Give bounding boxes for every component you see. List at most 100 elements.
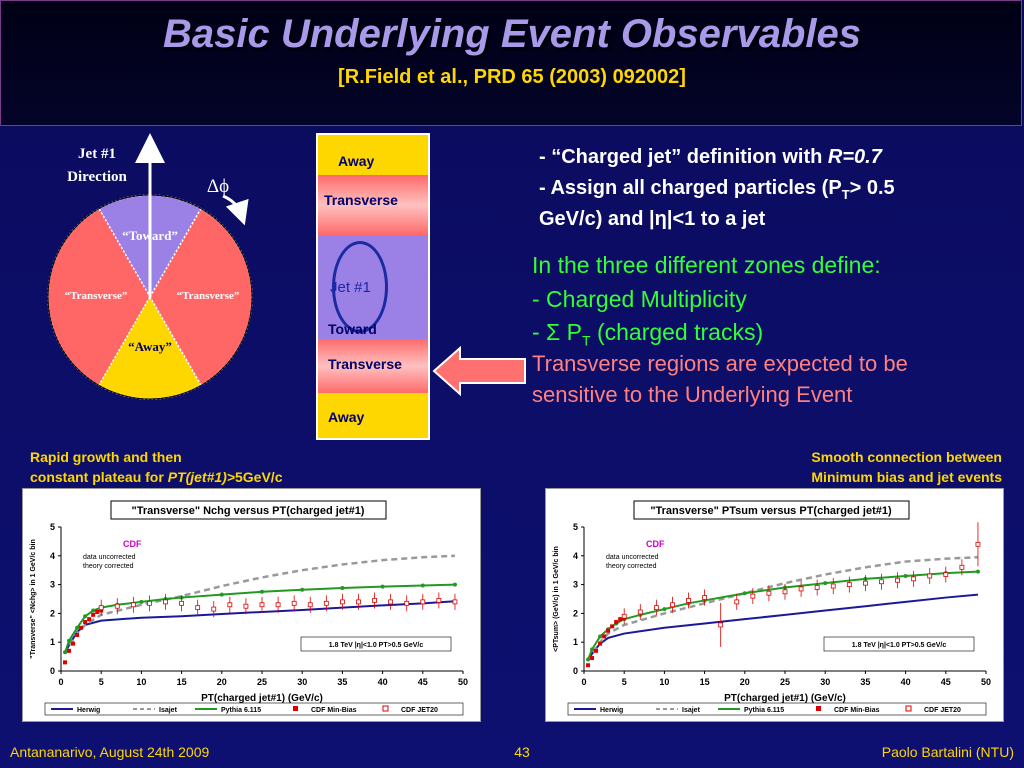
x-tick-label: 50 bbox=[458, 677, 468, 687]
jet20-point bbox=[179, 600, 185, 606]
jet20-point bbox=[307, 602, 313, 608]
legend-swatch bbox=[816, 706, 821, 711]
jet20-point bbox=[766, 590, 772, 596]
plot-ptsum-panel: "Transverse" PTsum versus PT(charged jet… bbox=[545, 488, 1004, 722]
minbias-point bbox=[590, 656, 595, 661]
x-tick-label: 50 bbox=[981, 677, 991, 687]
x-tick-label: 35 bbox=[860, 677, 870, 687]
caption-right-2: Minimum bias and jet events bbox=[811, 469, 1002, 485]
pythia-point bbox=[420, 583, 425, 588]
jet20-point bbox=[814, 585, 820, 590]
jet20-point bbox=[782, 589, 788, 595]
minbias-point bbox=[75, 633, 80, 637]
caption-left-2a: constant plateau for bbox=[30, 469, 168, 485]
jet20-point bbox=[339, 599, 345, 605]
zone-toward-label: Toward bbox=[328, 321, 377, 337]
jet20-point bbox=[975, 541, 981, 547]
jet20-point bbox=[830, 583, 836, 589]
zone-transverse-top-label: Transverse bbox=[324, 192, 398, 208]
pythia-point bbox=[300, 587, 305, 592]
y-tick-label: 4 bbox=[50, 551, 55, 561]
y-tick-label: 2 bbox=[50, 608, 55, 618]
pythia-point bbox=[742, 591, 747, 596]
jet20-point bbox=[98, 605, 104, 611]
jet20-point bbox=[388, 599, 394, 605]
jet20-point bbox=[621, 613, 627, 619]
y-tick-label: 3 bbox=[573, 580, 578, 590]
zone-away-bottom-label: Away bbox=[328, 409, 365, 425]
x-tick-label: 5 bbox=[99, 677, 104, 687]
bullet-1-text: - “Charged jet” definition with bbox=[539, 146, 828, 168]
chart-title-box bbox=[633, 500, 910, 520]
x-tick-label: 20 bbox=[740, 677, 750, 687]
y-tick-label: 0 bbox=[50, 666, 55, 676]
minbias-point bbox=[606, 628, 611, 633]
annotation-box bbox=[300, 636, 452, 652]
zone-away-bottom: Away bbox=[318, 393, 428, 438]
legend-swatch bbox=[293, 706, 298, 711]
away-label: “Away” bbox=[128, 339, 172, 354]
pythia-point bbox=[340, 586, 345, 591]
minbias-point bbox=[87, 617, 92, 622]
slide-subtitle: [R.Field et al., PRD 65 (2003) 092002] bbox=[338, 66, 686, 88]
jet20-point bbox=[114, 603, 120, 609]
zone-transverse-bottom: Transverse bbox=[318, 339, 428, 393]
x-tick-label: 20 bbox=[217, 677, 227, 687]
minbias-point bbox=[614, 620, 619, 625]
bullet-assign: - Assign all charged particles (PT> 0.5 bbox=[539, 173, 1019, 210]
y-tick-label: 2 bbox=[573, 608, 578, 618]
series-line-herwig bbox=[64, 600, 456, 655]
transverse-right-label: “Transverse” bbox=[177, 290, 240, 302]
caption-right-1: Smooth connection between bbox=[811, 449, 1002, 465]
jet20-point bbox=[356, 599, 361, 605]
legend-label: Isajet bbox=[682, 707, 701, 714]
x-tick-label: 0 bbox=[581, 677, 586, 687]
bullet-2-sub: T bbox=[841, 187, 850, 202]
annotation-uncorrected: data uncorrected bbox=[606, 554, 659, 561]
x-tick-label: 45 bbox=[418, 677, 428, 687]
x-tick-label: 30 bbox=[297, 677, 307, 687]
jet20-point bbox=[211, 606, 217, 612]
chart-nchg: "Transverse" Nchg versus PT(charged jet#… bbox=[30, 500, 468, 716]
bullet-assign-line2: GeV/c) and |η|<1 to a jet bbox=[539, 208, 766, 230]
jet20-point bbox=[943, 572, 949, 577]
jet20-point bbox=[275, 602, 281, 608]
pythia-point bbox=[91, 608, 96, 613]
chart-ptsum: "Transverse" PTsum versus PT(charged jet… bbox=[553, 500, 991, 716]
transverse-left-label: “Transverse” bbox=[65, 290, 128, 302]
x-tick-label: 45 bbox=[941, 677, 951, 687]
minbias-point bbox=[598, 641, 603, 646]
annotation-cdf: CDF bbox=[646, 539, 665, 549]
jet20-point bbox=[227, 602, 233, 608]
annotation-cuts: 1.8 TeV |η|<1.0 PT>0.5 GeV/c bbox=[852, 642, 947, 649]
x-tick-label: 10 bbox=[659, 677, 669, 687]
jet20-point bbox=[879, 579, 884, 585]
minbias-point bbox=[618, 617, 623, 622]
dphi-arrow bbox=[222, 194, 249, 226]
legend-label: Pythia 6.115 bbox=[744, 707, 784, 714]
pythia-point bbox=[598, 634, 603, 639]
minbias-point bbox=[594, 648, 599, 653]
caption-left-2: constant plateau for PT(jet#1)>5GeV/c bbox=[30, 467, 282, 487]
legend-swatch bbox=[382, 705, 389, 712]
jet20-point bbox=[291, 600, 297, 606]
caption-left-1: Rapid growth and then bbox=[30, 449, 182, 465]
pythia-point bbox=[823, 581, 828, 586]
x-tick-label: 15 bbox=[177, 677, 187, 687]
jet20-point bbox=[163, 599, 168, 605]
zone-transverse-bottom-label: Transverse bbox=[328, 356, 402, 372]
jet20-point bbox=[147, 600, 152, 606]
zone-strip: Away Transverse Jet #1 Toward Transverse… bbox=[316, 133, 430, 440]
x-tick-label: 10 bbox=[136, 677, 146, 687]
x-tick-label: 40 bbox=[901, 677, 911, 687]
pythia-point bbox=[67, 638, 72, 643]
x-tick-label: 15 bbox=[700, 677, 710, 687]
x-tick-label: 5 bbox=[622, 677, 627, 687]
annotation-cdf: CDF bbox=[123, 539, 142, 549]
jet20-point bbox=[895, 577, 900, 583]
x-tick-label: 35 bbox=[337, 677, 347, 687]
jet20-point bbox=[372, 598, 377, 603]
x-tick-label: 0 bbox=[58, 677, 63, 687]
jet20-point bbox=[130, 602, 136, 608]
title-bar bbox=[0, 0, 1022, 126]
